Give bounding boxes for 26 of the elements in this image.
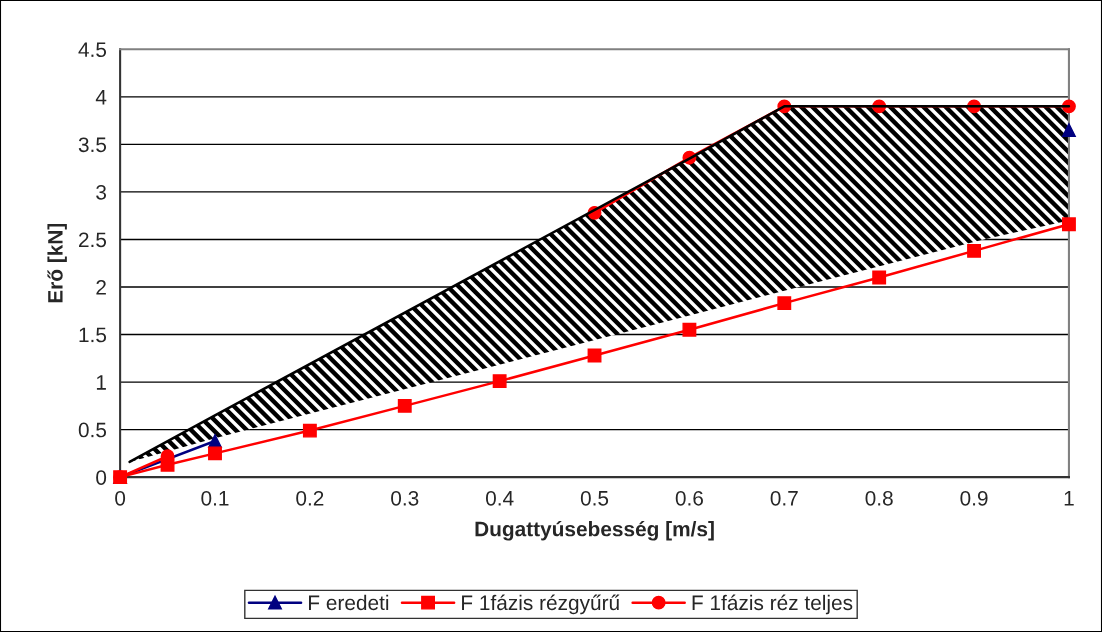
legend-label: F 1fázis rézgyűrű [462, 594, 620, 615]
y-tick-label: 3 [96, 184, 107, 200]
x-tick-label: 0.3 [391, 490, 419, 506]
x-tick-label: 0.6 [675, 490, 703, 506]
x-tick-label: 0.9 [960, 490, 988, 506]
x-tick-label: 0.1 [201, 490, 229, 506]
y-tick-label: 4.5 [78, 42, 107, 58]
y-tick-label: 3.5 [78, 137, 107, 153]
y-tick-label: 0.5 [78, 422, 107, 438]
y-tick-label: 4 [95, 90, 107, 105]
y-tick-label: 2 [96, 280, 106, 295]
x-tick-label: 0.8 [865, 490, 893, 506]
y-tick-label: 0 [96, 470, 107, 485]
y-tick-label: 2.5 [79, 232, 107, 248]
x-tick-label: 0 [115, 490, 126, 506]
x-tick-label: 1 [1064, 491, 1074, 506]
y-tick-label: 1.5 [79, 327, 107, 343]
x-tick-label: 0.7 [770, 490, 798, 506]
legend-label: F eredeti [309, 594, 389, 611]
y-tick-label: 1 [96, 375, 106, 390]
x-tick-label: 0.4 [485, 490, 514, 506]
x-tick-label: 0.5 [580, 490, 609, 506]
x-tick-label: 0.2 [296, 490, 324, 506]
x-axis-title: Dugattyúsebesség [m/s] [475, 520, 714, 541]
y-axis-title: Erő [kN] [47, 223, 67, 303]
legend-label: F 1fázis réz teljes [692, 594, 853, 615]
